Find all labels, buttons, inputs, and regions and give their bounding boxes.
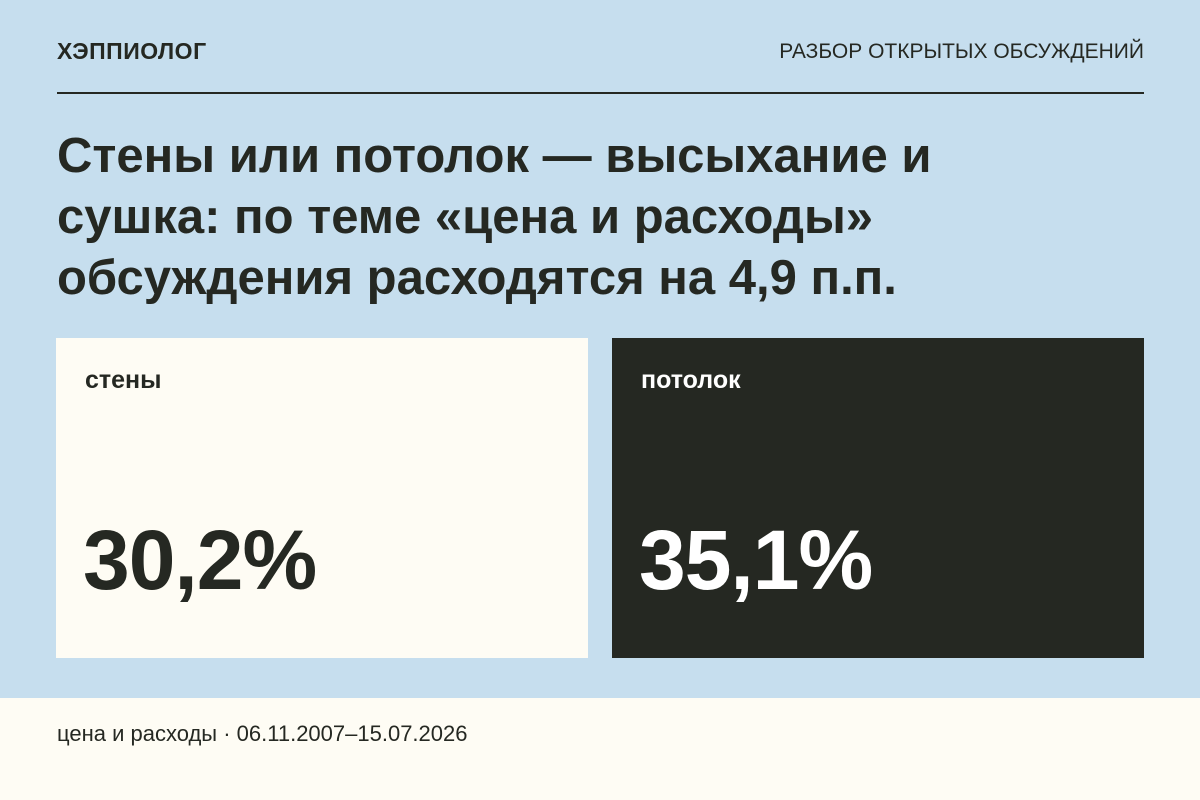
footer: цена и расходы · 06.11.2007–15.07.2026	[0, 698, 1200, 800]
footer-caption: цена и расходы · 06.11.2007–15.07.2026	[57, 721, 468, 746]
headline-line-3: обсуждения расходятся на 4,9 п.п.	[57, 251, 897, 305]
ceiling-card-value: 35,1%	[639, 513, 873, 607]
headline-line-2: сушка: по теме «цена и расходы»	[57, 190, 874, 244]
ceiling-card-label: потолок	[641, 366, 741, 394]
walls-card-label: стены	[85, 366, 162, 394]
section-label: РАЗБОР ОТКРЫТЫХ ОБСУЖДЕНИЙ	[779, 40, 1144, 63]
ceiling-card: потолок 35,1%	[612, 338, 1144, 658]
header-divider	[57, 92, 1144, 94]
walls-card: стены 30,2%	[56, 338, 588, 658]
walls-card-value: 30,2%	[83, 513, 317, 607]
headline: Стены или потолок — высыхание и сушка: п…	[57, 126, 1117, 309]
brand-logo: ХЭППИОЛОГ	[57, 38, 207, 64]
headline-line-1: Стены или потолок — высыхание и	[57, 129, 932, 183]
